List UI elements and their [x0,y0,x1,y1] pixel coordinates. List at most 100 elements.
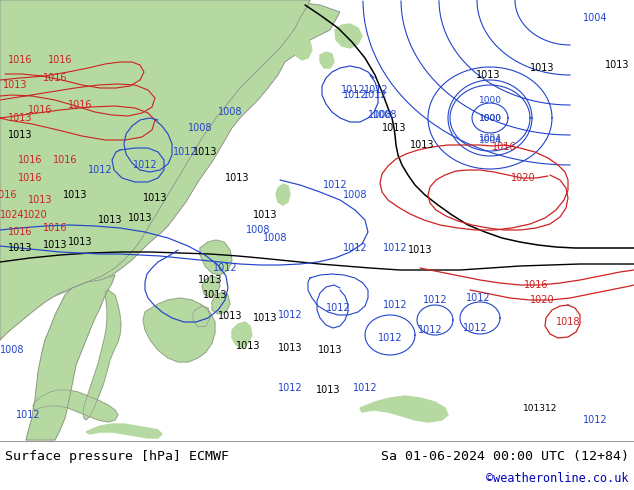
Text: 1013: 1013 [408,245,432,255]
Text: 1013: 1013 [28,195,52,205]
Text: 1013: 1013 [203,290,227,300]
Text: 1012: 1012 [378,333,403,343]
Text: 1013: 1013 [278,343,302,353]
Text: 1012: 1012 [364,85,388,95]
Text: 1012: 1012 [340,85,365,95]
Text: 1016: 1016 [53,155,77,165]
Text: 1013: 1013 [8,243,32,253]
Polygon shape [0,0,310,340]
Text: 1013: 1013 [98,215,122,225]
Polygon shape [276,184,290,205]
Text: 1012: 1012 [87,165,112,175]
Text: 1008: 1008 [0,345,24,355]
Polygon shape [143,298,215,362]
Text: 1013: 1013 [253,210,277,220]
Text: 1013: 1013 [193,147,217,157]
Text: 1016: 1016 [18,173,42,183]
Text: 1000: 1000 [479,96,501,104]
Text: 1016: 1016 [18,155,42,165]
Text: 1013: 1013 [68,237,93,247]
Text: 1012: 1012 [466,293,490,303]
Text: ©weatheronline.co.uk: ©weatheronline.co.uk [486,471,629,485]
Text: 1013: 1013 [3,80,27,90]
Text: 1012: 1012 [423,295,448,305]
Text: 1012: 1012 [278,383,302,393]
Polygon shape [26,275,115,440]
Polygon shape [212,292,230,314]
Text: 1008: 1008 [373,110,398,120]
Text: 1016: 1016 [42,73,67,83]
Polygon shape [200,240,232,275]
Text: 1008: 1008 [343,190,367,200]
Text: 1012: 1012 [323,180,347,190]
Text: 1012: 1012 [383,243,407,253]
Text: 1013: 1013 [605,60,630,70]
Polygon shape [293,38,312,60]
Text: 1013: 1013 [63,190,87,200]
Text: 101312: 101312 [523,403,557,413]
Text: 1016: 1016 [492,142,516,152]
Text: 1013: 1013 [236,341,260,351]
Text: 1012: 1012 [133,160,157,170]
Text: 1012: 1012 [383,300,407,310]
Text: 1004: 1004 [479,136,501,145]
Text: 1016: 1016 [48,55,72,65]
Text: 1000: 1000 [479,114,501,122]
Text: 1012: 1012 [16,410,41,420]
Text: 1013: 1013 [8,113,32,123]
Text: Surface pressure [hPa] ECMWF: Surface pressure [hPa] ECMWF [5,449,229,463]
Text: 1012: 1012 [583,415,607,425]
Polygon shape [83,290,121,420]
Text: 1013: 1013 [198,275,223,285]
Text: 1013: 1013 [316,385,340,395]
Text: 1020: 1020 [529,295,554,305]
Text: 1008: 1008 [368,110,392,120]
Text: 1013: 1013 [217,311,242,321]
Polygon shape [0,0,340,325]
Text: 1013: 1013 [382,123,406,133]
Text: 1013: 1013 [8,130,32,140]
Text: 1013: 1013 [476,70,500,80]
Text: 1016: 1016 [28,105,52,115]
Text: 1008: 1008 [262,233,287,243]
Text: 1013: 1013 [127,213,152,223]
Text: 1016: 1016 [0,190,17,200]
Text: 1016: 1016 [524,280,548,290]
Text: 1004: 1004 [479,133,501,143]
Text: 1012: 1012 [418,325,443,335]
Text: 1016: 1016 [68,100,93,110]
Text: 1012: 1012 [278,310,302,320]
Polygon shape [320,52,334,68]
Polygon shape [360,396,448,422]
Text: 1016: 1016 [8,227,32,237]
Polygon shape [202,276,220,297]
Text: 1012: 1012 [172,147,197,157]
Polygon shape [193,306,210,327]
Text: 1012: 1012 [343,90,367,100]
Text: 1013: 1013 [318,345,342,355]
Text: 1012: 1012 [343,243,367,253]
Polygon shape [232,322,252,348]
Polygon shape [33,390,118,422]
Text: 1000: 1000 [479,114,501,122]
Text: 1012: 1012 [353,383,377,393]
Text: 1016: 1016 [8,55,32,65]
Text: 1004: 1004 [583,13,607,23]
Text: 1012: 1012 [363,90,387,100]
Polygon shape [335,24,362,48]
Text: 1020: 1020 [23,210,48,220]
Text: 1012: 1012 [463,323,488,333]
Text: 1008: 1008 [188,123,212,133]
Polygon shape [86,424,162,438]
Text: 1018: 1018 [556,317,580,327]
Text: 1013: 1013 [253,313,277,323]
Text: 1013: 1013 [410,140,434,150]
Text: 1016: 1016 [42,223,67,233]
Text: 1012: 1012 [326,303,351,313]
Text: 1024: 1024 [0,210,24,220]
Text: 1013: 1013 [224,173,249,183]
Text: Sa 01-06-2024 00:00 UTC (12+84): Sa 01-06-2024 00:00 UTC (12+84) [381,449,629,463]
Text: 1013: 1013 [530,63,554,73]
Text: 1013: 1013 [42,240,67,250]
Text: 1013: 1013 [143,193,167,203]
